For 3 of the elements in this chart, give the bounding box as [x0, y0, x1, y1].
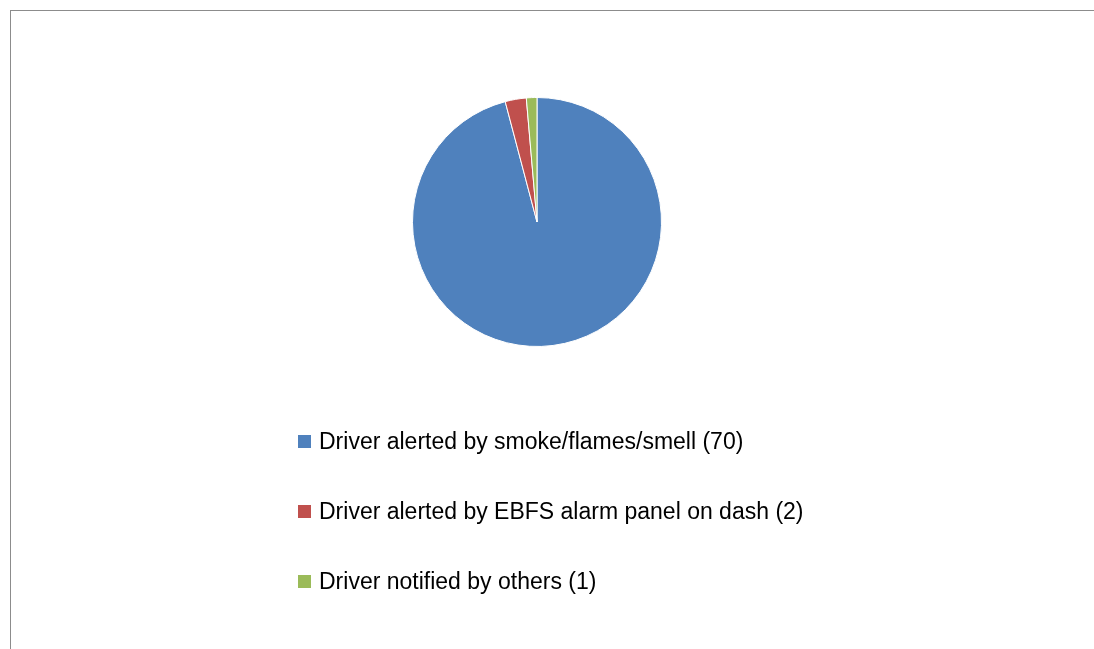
legend-label: Driver alerted by EBFS alarm panel on dash (2) [319, 497, 804, 525]
legend-label: Driver notified by others (1) [319, 567, 597, 595]
legend-label: Driver alerted by smoke/flames/smell (70) [319, 427, 744, 455]
